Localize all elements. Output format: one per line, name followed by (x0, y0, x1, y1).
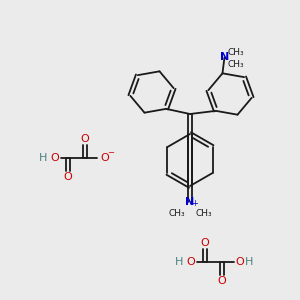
Text: CH₃: CH₃ (196, 209, 212, 218)
Text: H: H (245, 257, 253, 267)
Text: H: H (39, 153, 47, 163)
Text: O: O (64, 172, 72, 182)
Text: O: O (236, 257, 244, 267)
Text: O: O (100, 153, 109, 163)
Text: O: O (81, 134, 89, 144)
Text: −: − (107, 148, 115, 158)
Text: +: + (192, 199, 198, 208)
Text: O: O (51, 153, 59, 163)
Text: N: N (220, 52, 229, 62)
Text: CH₃: CH₃ (227, 48, 244, 57)
Text: N: N (185, 197, 195, 207)
Text: O: O (201, 238, 209, 248)
Text: H: H (175, 257, 183, 267)
Text: O: O (187, 257, 195, 267)
Text: CH₃: CH₃ (227, 60, 244, 69)
Text: O: O (218, 276, 226, 286)
Text: CH₃: CH₃ (169, 209, 185, 218)
